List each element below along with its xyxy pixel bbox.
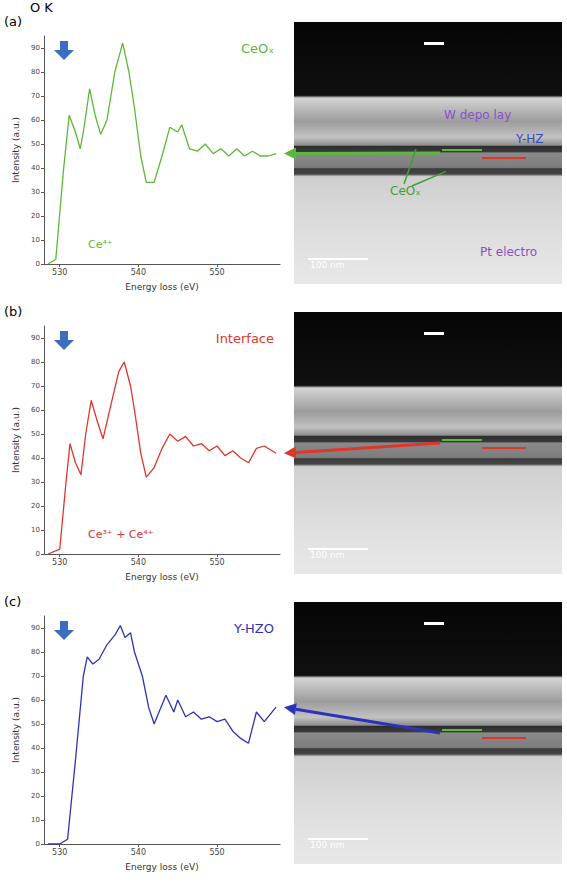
- svg-text:550: 550: [209, 268, 224, 277]
- svg-text:Energy loss (eV): Energy loss (eV): [125, 572, 198, 582]
- html-text:CeOₓ: CeOₓ: [390, 184, 421, 198]
- svg-text:40: 40: [31, 744, 40, 752]
- svg-text:70: 70: [31, 672, 40, 680]
- html-text:100 nm: 100 nm: [310, 260, 345, 270]
- svg-text:Energy loss (eV): Energy loss (eV): [125, 862, 198, 872]
- svg-text:530: 530: [52, 558, 67, 567]
- svg-text:60: 60: [31, 116, 40, 124]
- svg-text:20: 20: [31, 792, 40, 800]
- svg-text:70: 70: [31, 92, 40, 100]
- svg-text:20: 20: [31, 212, 40, 220]
- svg-text:80: 80: [31, 68, 40, 76]
- html-text:100 nm: 100 nm: [310, 840, 345, 850]
- svg-text:CeOₓ: CeOₓ: [241, 41, 274, 56]
- svg-text:30: 30: [31, 188, 40, 196]
- svg-text:80: 80: [31, 648, 40, 656]
- svg-text:530: 530: [52, 848, 67, 857]
- svg-text:Intensity (a.u.): Intensity (a.u.): [11, 117, 21, 183]
- svg-text:Y-HZO: Y-HZO: [233, 621, 274, 636]
- svg-text:30: 30: [31, 478, 40, 486]
- svg-text:40: 40: [31, 454, 40, 462]
- svg-text:50: 50: [31, 720, 40, 728]
- svg-text:Energy loss (eV): Energy loss (eV): [125, 282, 198, 292]
- html-text:W depo lay: W depo lay: [444, 108, 512, 122]
- svg-text:80: 80: [31, 358, 40, 366]
- svg-text:540: 540: [131, 848, 146, 857]
- svg-text:Ce⁴⁺: Ce⁴⁺: [88, 238, 113, 251]
- svg-text:10: 10: [31, 236, 40, 244]
- svg-text:40: 40: [31, 164, 40, 172]
- svg-text:60: 60: [31, 696, 40, 704]
- svg-text:10: 10: [31, 526, 40, 534]
- svg-text:60: 60: [31, 406, 40, 414]
- svg-text:20: 20: [31, 502, 40, 510]
- svg-text:Interface: Interface: [216, 331, 274, 346]
- html-text:(b): (b): [4, 304, 23, 319]
- html-text:Y-HZ: Y-HZ: [516, 132, 544, 146]
- svg-text:50: 50: [31, 430, 40, 438]
- svg-text:550: 550: [209, 848, 224, 857]
- svg-text:540: 540: [131, 268, 146, 277]
- svg-text:0: 0: [36, 550, 40, 558]
- svg-text:50: 50: [31, 140, 40, 148]
- svg-text:30: 30: [31, 768, 40, 776]
- svg-text:90: 90: [31, 334, 40, 342]
- html-text:O K: O K: [30, 0, 53, 15]
- svg-text:530: 530: [52, 268, 67, 277]
- html-text:Pt electro: Pt electro: [480, 245, 538, 259]
- svg-text:90: 90: [31, 44, 40, 52]
- svg-text:Intensity (a.u.): Intensity (a.u.): [11, 407, 21, 473]
- svg-text:0: 0: [36, 840, 40, 848]
- svg-text:550: 550: [209, 558, 224, 567]
- html-text:(c): (c): [4, 594, 22, 609]
- svg-text:0: 0: [36, 260, 40, 268]
- svg-text:10: 10: [31, 816, 40, 824]
- svg-text:540: 540: [131, 558, 146, 567]
- svg-text:Ce³⁺ + Ce⁴⁺: Ce³⁺ + Ce⁴⁺: [88, 528, 154, 541]
- html-text:(a): (a): [4, 14, 23, 29]
- html-text:100 nm: 100 nm: [310, 550, 345, 560]
- svg-text:90: 90: [31, 624, 40, 632]
- svg-text:Intensity (a.u.): Intensity (a.u.): [11, 697, 21, 763]
- svg-text:70: 70: [31, 382, 40, 390]
